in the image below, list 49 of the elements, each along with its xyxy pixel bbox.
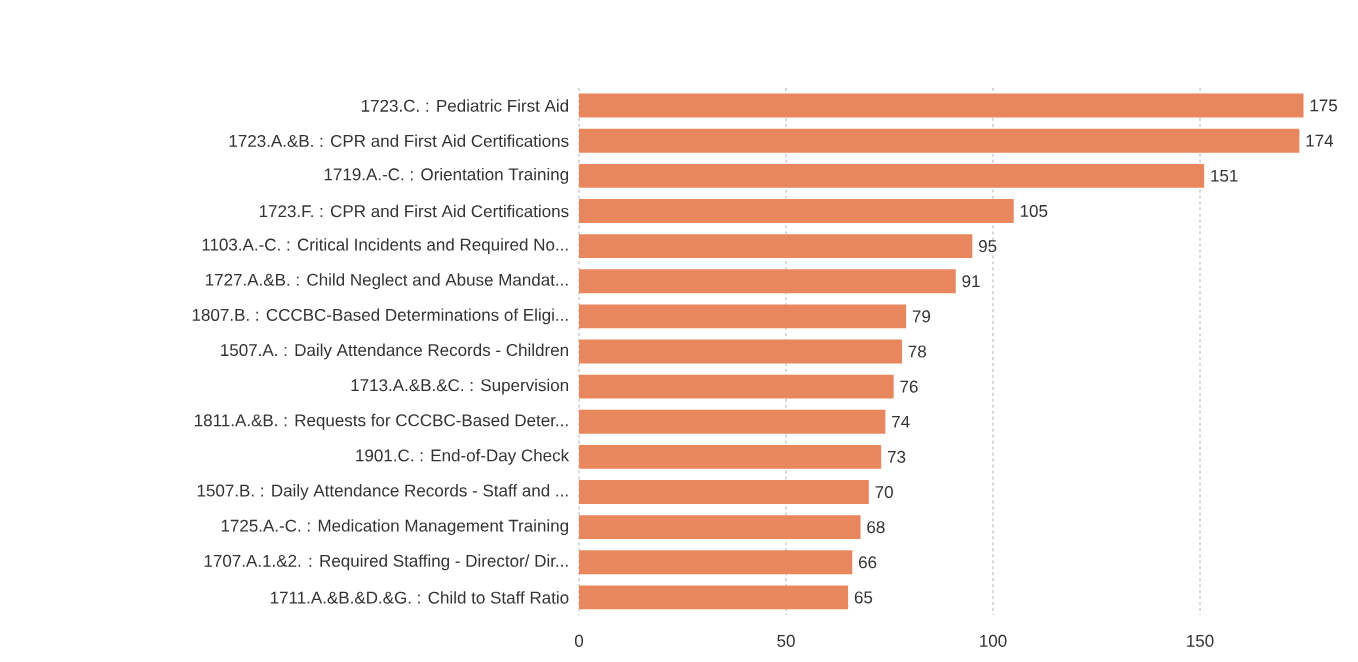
x-tick-label: 100 [980,634,1007,647]
data-label: 174 [1306,134,1334,147]
bar [579,480,869,504]
y-tick-label: 1807.B. : CCCBC-Based Determinations of Eligi... [192,308,568,325]
y-tick-label: 1723.A.&B. : CPR and First Aid Certifications [229,134,569,147]
y-tick-label: 1727.A.&B. : Child Neglect and Abuse Mandat... [205,273,568,290]
y-tick-label: 1723.C. : Pediatric First Aid [361,99,569,112]
data-label: 175 [1310,99,1338,112]
bar [579,515,861,540]
y-tick-label: 1507.B. : Daily Attendance Records - Staff and ... [197,484,568,500]
y-tick-label: 1719.A.-C. : Orientation Training [324,167,569,184]
y-tick-label: 1901.C. : End-of-Day Check [356,448,570,465]
data-label: 78 [908,345,926,358]
x-tick-label: 0 [574,634,584,647]
data-label: 79 [912,310,931,323]
x-tick-label: 50 [777,634,795,647]
bar [579,304,907,329]
data-label: 91 [962,275,980,288]
bar [579,128,1300,153]
bar [579,199,1014,223]
bar [579,585,849,610]
y-tick-label: 1711.A.&B.&D.&G. : Child to Staff Ratio [270,591,569,604]
bar [579,269,956,294]
data-label: 74 [892,415,910,428]
data-label: 105 [1020,204,1048,217]
data-label: 65 [854,591,873,604]
bar [579,374,894,399]
data-label: 95 [978,240,997,253]
x-tick-label: 150 [1187,634,1214,647]
bar [579,234,973,259]
bar [579,163,1205,188]
y-tick-label: 1707.A.1.&2. : Required Staffing - Director/ Dir... [204,554,568,571]
bar [579,93,1304,118]
y-tick-label: 1507.A. : Daily Attendance Records - Children [221,343,568,360]
y-tick-label: 1713.A.&B.&C. : Supervision [351,378,569,395]
data-label: 70 [875,486,893,499]
bar [579,444,882,469]
y-tick-label: 1103.A.-C. : Critical Incidents and Required No... [202,238,568,255]
bar [579,339,902,364]
y-tick-label: 1811.A.&B. : Requests for CCCBC-Based Deter... [195,413,568,430]
data-label: 73 [887,450,906,463]
data-label: 76 [900,380,918,393]
data-label: 151 [1211,169,1238,182]
data-label: 68 [867,521,885,534]
bar [579,550,853,575]
y-tick-label: 1723.F. : CPR and First Aid Certifications [259,204,569,218]
bar [579,409,886,434]
y-tick-label: 1725.A.-C. : Medication Management Training [221,519,569,536]
data-label: 66 [858,556,877,569]
